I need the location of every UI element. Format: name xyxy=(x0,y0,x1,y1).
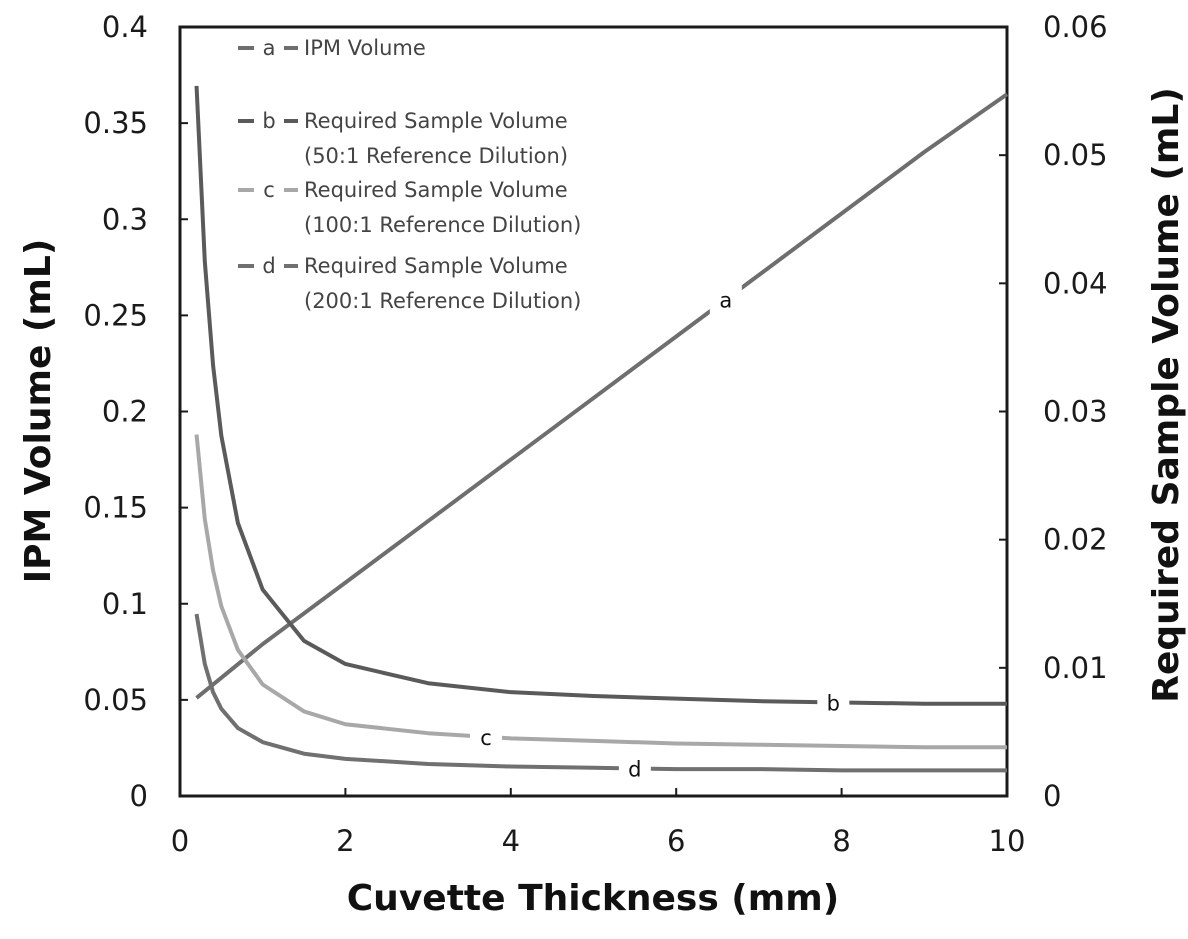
right-axis-tick-labels: 0 0.01 0.02 0.03 0.04 0.05 0.06 xyxy=(1043,10,1108,813)
series-labels: a b c d xyxy=(470,285,849,784)
right-tick-label: 0.05 xyxy=(1043,138,1108,172)
legend-key-a: a xyxy=(263,36,276,60)
left-tick-label: 0.15 xyxy=(83,491,148,525)
left-axis-tick-labels: 0 0.05 0.1 0.15 0.2 0.25 0.3 0.35 0.4 xyxy=(83,10,148,813)
right-tick-label: 0.01 xyxy=(1043,651,1108,685)
series-b-label: b xyxy=(827,691,840,715)
legend-key-d: d xyxy=(262,254,275,278)
x-tick-label: 0 xyxy=(171,824,189,858)
legend-text-b: (50:1 Reference Dilution) xyxy=(304,144,568,168)
left-tick-label: 0 xyxy=(130,779,148,813)
left-tick-label: 0.4 xyxy=(102,10,148,44)
left-tick-label: 0.05 xyxy=(83,683,148,717)
left-tick-label: 0.25 xyxy=(83,298,148,332)
x-tick-label: 2 xyxy=(336,824,354,858)
left-tick-label: 0.2 xyxy=(102,395,148,429)
x-axis-tick-labels: 0 2 4 6 8 10 xyxy=(171,824,1026,858)
x-tick-label: 6 xyxy=(667,824,685,858)
series-d-label: d xyxy=(628,757,641,781)
right-tick-label: 0 xyxy=(1043,779,1061,813)
legend-key-c: c xyxy=(263,178,275,202)
left-tick-label: 0.1 xyxy=(102,587,148,621)
x-tick-label: 4 xyxy=(502,824,520,858)
series-c-label: c xyxy=(480,726,492,750)
x-tick-label: 8 xyxy=(832,824,850,858)
left-tick-label: 0.3 xyxy=(102,202,148,236)
legend-text-b: Required Sample Volume xyxy=(304,109,568,133)
legend-key-b: b xyxy=(262,109,275,133)
series-a-label: a xyxy=(719,289,732,313)
left-tick-label: 0.35 xyxy=(83,106,148,140)
legend: a IPM Volume b Required Sample Volume (50:1 … xyxy=(238,36,581,313)
legend-text-c: Required Sample Volume xyxy=(304,178,568,202)
plot-frame xyxy=(180,27,1007,796)
x-tick-label: 10 xyxy=(989,824,1026,858)
right-tick-label: 0.03 xyxy=(1043,395,1108,429)
x-axis-title: Cuvette Thickness (mm) xyxy=(347,878,839,919)
series-c-line xyxy=(197,435,1007,748)
legend-text-d: Required Sample Volume xyxy=(304,254,568,278)
right-tick-label: 0.02 xyxy=(1043,523,1108,557)
right-tick-label: 0.06 xyxy=(1043,10,1108,44)
right-tick-label: 0.04 xyxy=(1043,266,1108,300)
right-axis-title: Required Sample Volume (mL) xyxy=(1146,87,1187,703)
legend-text-a: IPM Volume xyxy=(304,36,426,60)
legend-text-d: (200:1 Reference Dilution) xyxy=(304,289,581,313)
left-axis-title: IPM Volume (mL) xyxy=(18,239,59,584)
legend-text-c: (100:1 Reference Dilution) xyxy=(304,213,581,237)
